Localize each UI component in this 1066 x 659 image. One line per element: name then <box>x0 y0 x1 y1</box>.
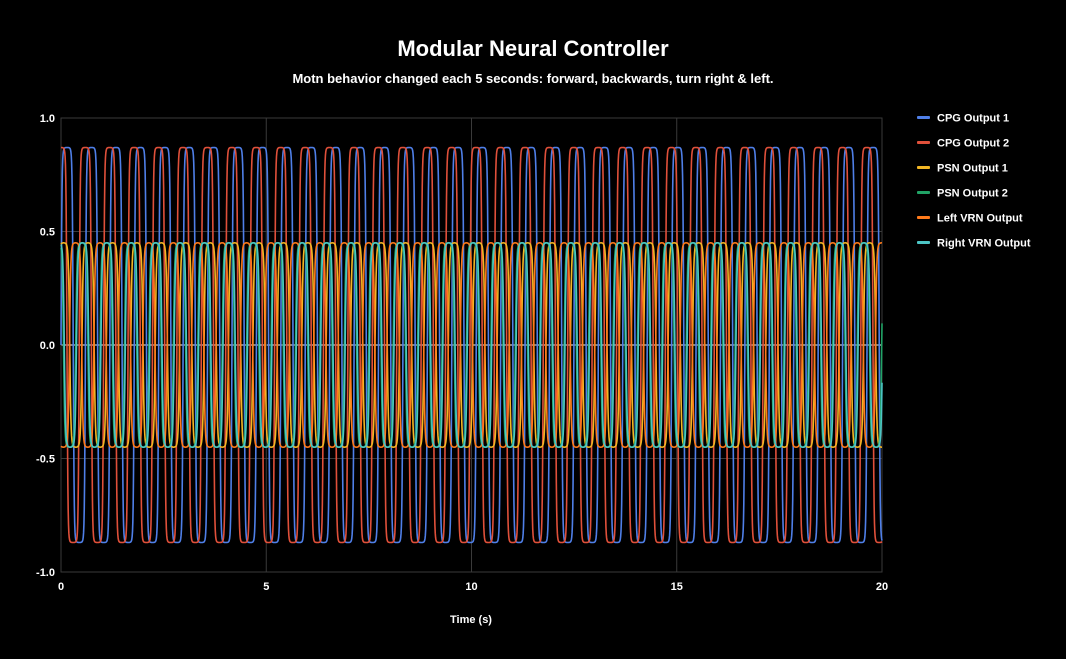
x-tick-label: 10 <box>465 581 477 593</box>
y-tick-label: 0.5 <box>40 227 55 239</box>
series-lines <box>60 146 883 544</box>
x-axis-label: Time (s) <box>450 614 492 626</box>
series-line-cpg-output-2 <box>60 146 883 544</box>
legend-label: PSN Output 1 <box>937 163 1008 175</box>
series-line-cpg-output-1 <box>60 146 883 544</box>
legend-label: CPG Output 2 <box>937 138 1009 150</box>
legend-swatch <box>917 116 930 119</box>
x-tick-label: 5 <box>263 581 269 593</box>
chart-title: Modular Neural Controller <box>397 36 669 61</box>
legend-swatch <box>917 141 930 144</box>
legend-label: Left VRN Output <box>937 213 1023 225</box>
legend-label: CPG Output 1 <box>937 113 1009 125</box>
axes: 1.0 0.5 0.0 -0.5 -1.00 5 10 15 20 <box>36 113 888 593</box>
y-tick-label: -1.0 <box>36 567 55 579</box>
legend-swatch <box>917 166 930 169</box>
x-tick-label: 0 <box>58 581 64 593</box>
y-tick-label: -0.5 <box>36 454 55 466</box>
legend-swatch <box>917 191 930 194</box>
legend-swatch <box>917 241 930 244</box>
legend-label: Right VRN Output <box>937 238 1031 250</box>
legend-label: PSN Output 2 <box>937 188 1008 200</box>
chart-subtitle: Motn behavior changed each 5 seconds: fo… <box>292 71 773 86</box>
x-tick-label: 20 <box>876 581 888 593</box>
y-tick-label: 0.0 <box>40 340 55 352</box>
series-line-right-vrn-output <box>60 242 883 448</box>
y-tick-label: 1.0 <box>40 113 55 125</box>
legend-swatch <box>917 216 930 219</box>
legend: CPG Output 1 CPG Output 2 PSN Output 1 PSN … <box>917 113 1031 250</box>
x-tick-label: 15 <box>671 581 683 593</box>
series-line-left-vrn-output <box>60 242 883 448</box>
